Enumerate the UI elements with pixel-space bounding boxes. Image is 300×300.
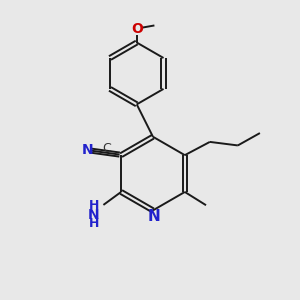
Text: H: H [88,217,99,230]
Text: N: N [147,209,160,224]
Text: H: H [88,199,99,212]
Text: N: N [81,143,93,157]
Text: O: O [131,22,143,36]
Text: N: N [88,208,100,222]
Text: C: C [102,142,111,155]
